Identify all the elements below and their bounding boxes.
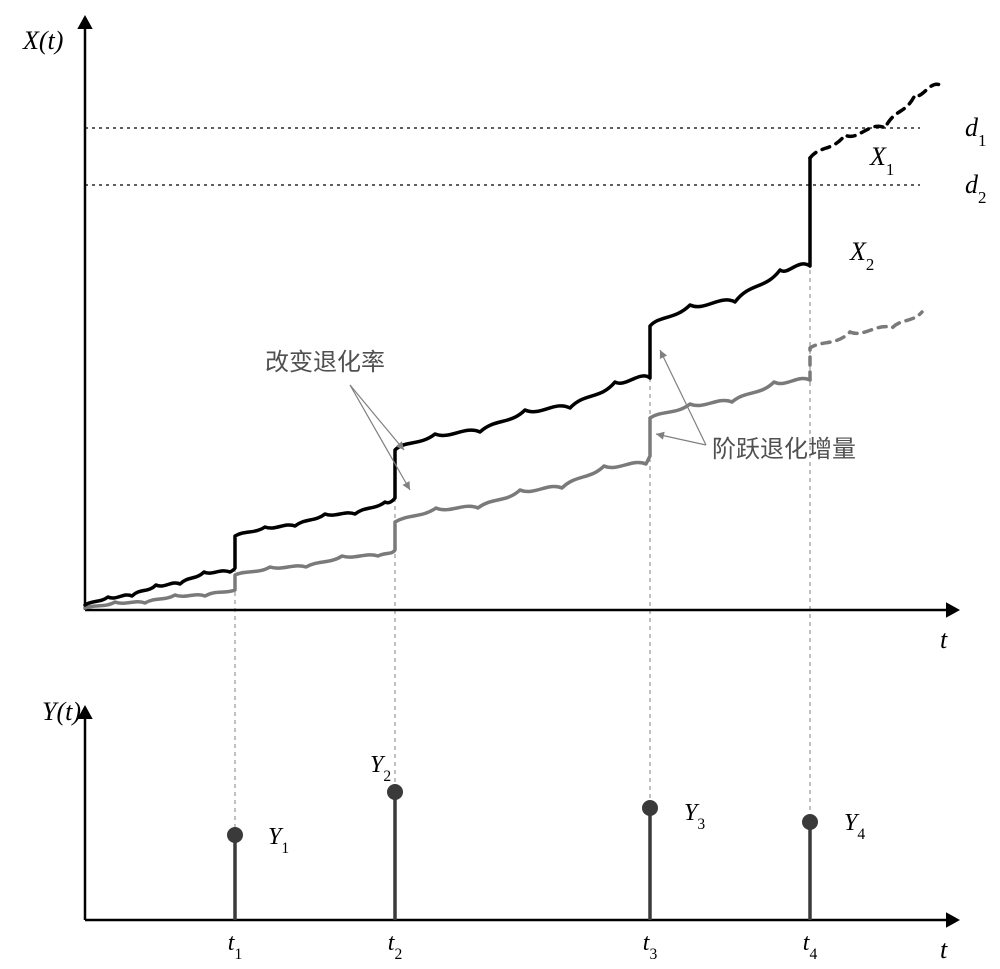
event-dot-3 — [642, 800, 658, 816]
xt-y-label: X(t) — [22, 26, 63, 55]
yt-x-label: t — [940, 935, 948, 964]
diagram-canvas: X(t)td1d2X2X1改变退化率阶跃退化增量Y(t)tt1Y1t2Y2t3Y… — [0, 0, 1000, 969]
event-dot-4 — [802, 814, 818, 830]
event-dot-1 — [227, 827, 243, 843]
annotation-step-increment: 阶跃退化增量 — [712, 436, 856, 463]
event-dot-2 — [387, 784, 403, 800]
annotation-rate-change: 改变退化率 — [265, 349, 385, 376]
xt-x-label: t — [940, 625, 948, 654]
yt-y-label: Y(t) — [42, 697, 81, 726]
